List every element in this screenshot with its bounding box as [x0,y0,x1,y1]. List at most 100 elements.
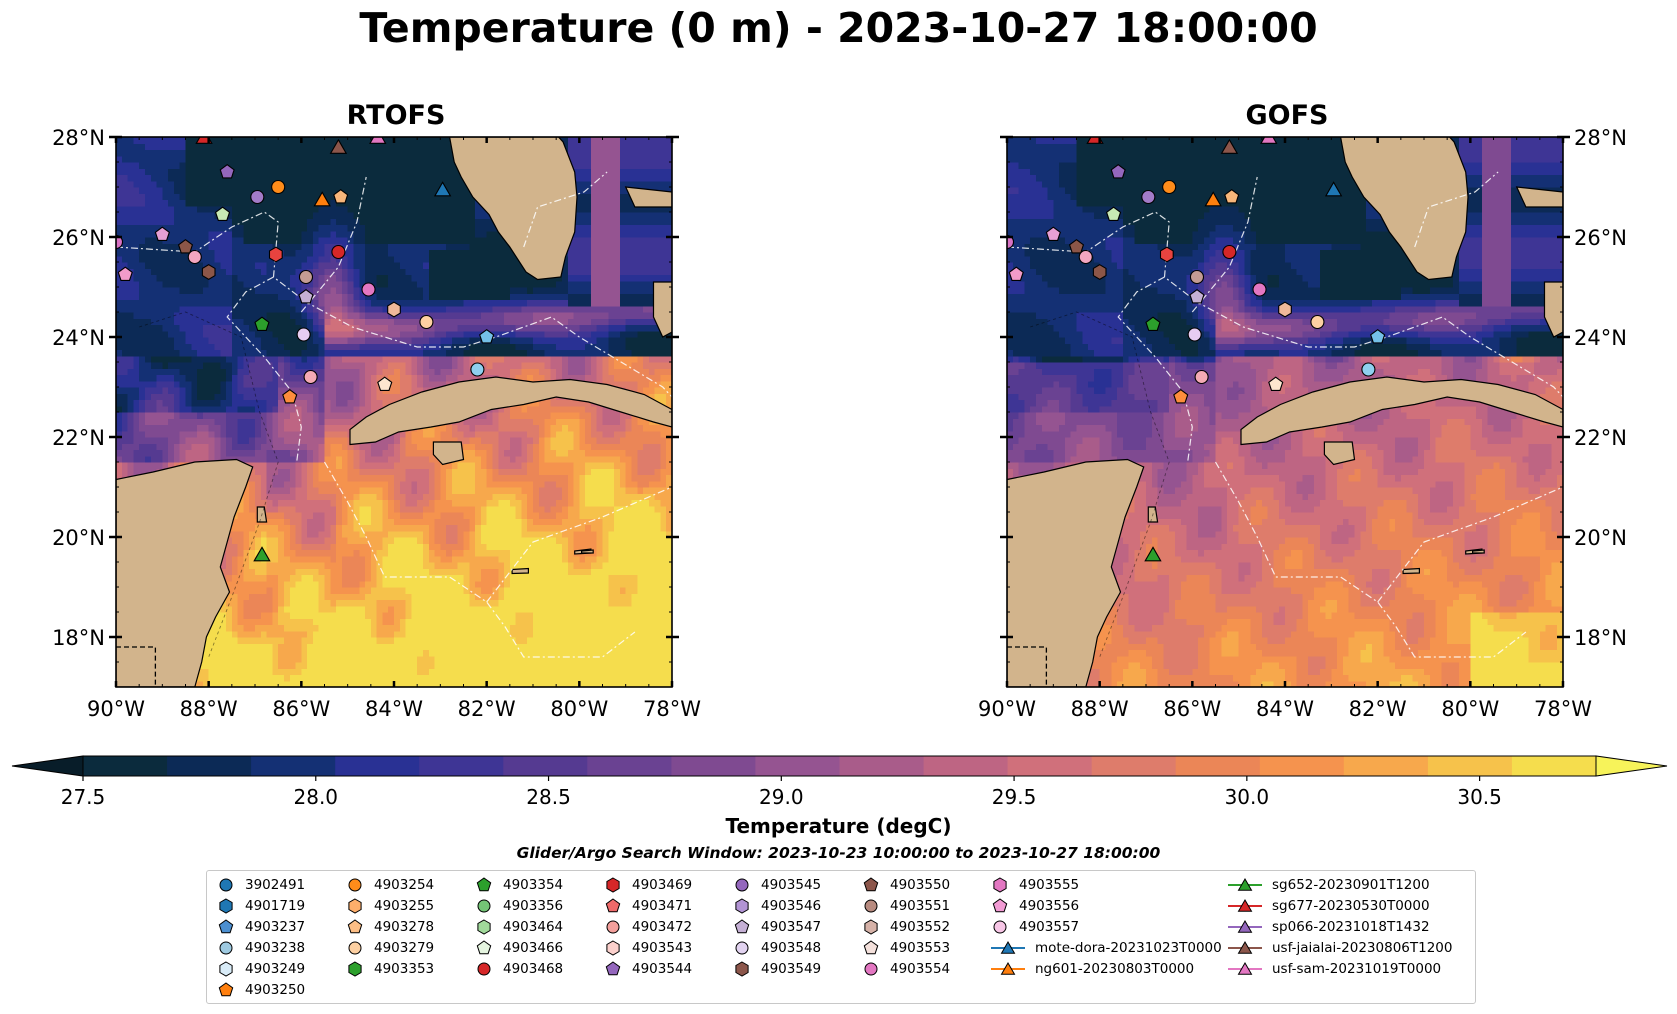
legend-symbol [605,898,621,913]
colorbar-extend-high [1595,755,1668,777]
map-panel-rtofs: 90°W 88°W 86°W 84°W 82°W 80°W 78°W 28°N 26°N 24°N… [52,126,701,721]
legend-label: 4903548 [761,940,822,956]
legend-label: 4903546 [761,898,822,914]
legend-symbol [218,919,234,934]
platform-marker [298,289,314,304]
x-tick-label: 78°W [643,697,701,721]
legend-label: 4903556 [1019,898,1080,914]
eez-boundary [116,211,672,398]
land-bahamasNorth [624,186,672,208]
legend-label: mote-dora-20231023T0000 [1035,940,1222,956]
legend-label: 4903237 [245,919,306,935]
platform-marker [1045,226,1061,241]
platform-marker [154,226,170,241]
legend-label: 4903543 [632,940,693,956]
x-tick-label: 84°W [365,697,423,721]
legend-item: 4903546 [733,896,821,916]
platform-marker [331,244,346,260]
land-cozumel [1147,506,1159,523]
platform-marker [1370,329,1386,344]
map-panel-gofs: 90°W 88°W 86°W 84°W 82°W 80°W 78°W 28°N 26°N 24°N… [978,126,1627,721]
platform-marker [177,239,194,254]
legend-label: 4903471 [632,898,693,914]
panel-title-gofs: GOFS [1245,100,1329,131]
legend-item: sg677-20230530T0000 [1228,896,1430,916]
legend-item: 4903543 [604,938,692,958]
land [1007,137,1563,687]
legend-item: ng601-20230803T0000 [991,959,1194,979]
legend-item: 4903548 [733,938,821,958]
land-isla [432,441,465,466]
platform-marker [1068,239,1085,254]
legend-item: 4903353 [346,959,434,979]
legend-item: 4903545 [733,875,821,895]
platform-marker [116,234,124,250]
eez-boundary [523,171,608,248]
legend-item: usf-jaialai-20230806T1200 [1228,938,1452,958]
legend-label: 4903553 [890,940,951,956]
colorbar-segment [839,756,925,776]
platform-marker [1092,264,1107,280]
legend-symbol [863,877,879,892]
land-bahamasAndros [652,281,672,338]
legend-symbol [219,941,233,955]
colorbar-segment [83,756,168,776]
land-cuba [349,376,672,446]
platform-marker [1159,246,1174,263]
y-tick-label: 18°N [1574,626,1627,650]
legend-symbol [1228,920,1262,933]
x-tick-label: 86°W [1163,697,1221,721]
platform-marker [1008,266,1024,281]
eez-boundary [1117,276,1193,463]
legend-item: 4903469 [604,875,692,895]
legend-label: 4903555 [1019,877,1080,893]
legend-label: 4903254 [374,877,435,893]
legend-symbol [734,919,750,934]
x-tick-label: 90°W [87,697,145,721]
land-florida [1339,137,1469,281]
colorbar-segment [251,756,336,776]
legend-symbol [477,919,491,935]
legend-label: 4903466 [503,940,564,956]
legend-item: 4903278 [346,917,434,937]
y-tick-label: 22°N [1574,426,1627,450]
platform-marker [1007,234,1015,250]
legend-label: 4903249 [245,961,306,977]
colorbar-segment [167,756,252,776]
legend-item: 4903553 [862,938,950,958]
legend-label: 4903464 [503,919,564,935]
platform-marker [1222,244,1237,260]
colorbar-segment [671,756,756,776]
legend-label: 4903547 [761,919,822,935]
legend-item: usf-sam-20231019T0000 [1228,959,1441,979]
y-tick-label: 24°N [1574,326,1627,350]
colorbar-label: Temperature (degC) [725,814,952,838]
legend-symbol [219,878,233,892]
platform-markers [116,137,495,562]
x-tick-label: 90°W [978,697,1036,721]
colorbar-tick-label: 28.5 [526,785,571,809]
land-caymanGrand [1402,567,1421,575]
y-tick-label: 26°N [52,226,105,250]
figure-title: Temperature (0 m) - 2023-10-27 18:00:00 [359,4,1318,52]
platform-marker [201,264,216,280]
platform-marker [1310,314,1325,330]
platform-marker [329,138,348,154]
legend-item: 4903254 [346,875,434,895]
legend-label: 4903278 [374,919,435,935]
legend-label: 4903238 [245,940,306,956]
land-cozumel [256,506,268,523]
legend-label: usf-sam-20231019T0000 [1272,961,1442,977]
colorbar-tick-label: 29.0 [759,785,804,809]
eez-boundary [226,276,302,463]
colorbar-segment [503,756,588,776]
platform-marker [433,181,452,197]
legend-symbol [735,941,749,955]
legend-item: 4903547 [733,917,821,937]
legend-symbol [606,940,620,956]
colorbar-extend-low [11,755,84,777]
legend-symbol [1228,899,1262,912]
legend-symbol [347,919,363,934]
legend-item: 4903466 [475,938,563,958]
platform-marker [419,314,434,330]
